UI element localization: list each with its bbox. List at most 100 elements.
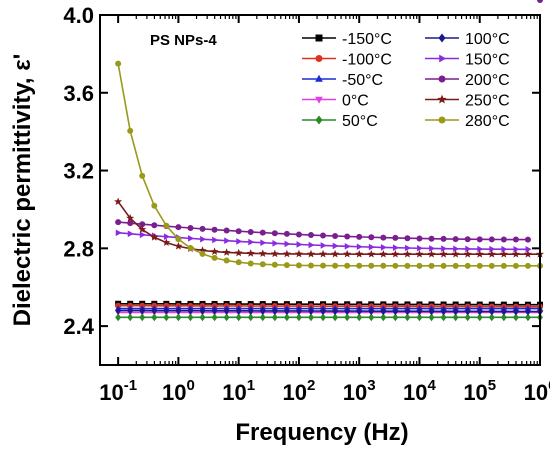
data-point bbox=[295, 231, 302, 238]
data-point bbox=[488, 307, 495, 316]
legend-label: 0°C bbox=[342, 93, 369, 110]
data-point bbox=[487, 249, 496, 258]
data-point bbox=[464, 313, 471, 322]
data-point bbox=[139, 172, 146, 179]
data-point bbox=[525, 245, 532, 253]
data-point bbox=[355, 249, 364, 258]
data-point bbox=[175, 236, 182, 243]
data-point bbox=[222, 248, 231, 256]
data-point bbox=[114, 197, 123, 206]
data-point bbox=[223, 227, 230, 234]
data-point bbox=[187, 313, 194, 322]
data-point bbox=[187, 245, 194, 252]
x-tick-label: 103 bbox=[343, 377, 376, 405]
data-point bbox=[127, 127, 134, 134]
data-point bbox=[440, 235, 447, 242]
data-point bbox=[223, 313, 230, 322]
legend-marker bbox=[438, 116, 446, 124]
legend-label: 50°C bbox=[342, 113, 378, 130]
data-point bbox=[188, 235, 195, 242]
data-point bbox=[391, 249, 400, 258]
data-point bbox=[500, 307, 507, 316]
data-point bbox=[211, 313, 218, 322]
data-point bbox=[356, 307, 363, 316]
data-point bbox=[332, 262, 339, 269]
series-layer bbox=[114, 0, 544, 322]
data-point bbox=[199, 313, 206, 322]
y-tick-label: 3.6 bbox=[63, 81, 94, 106]
data-point bbox=[476, 307, 483, 316]
data-point bbox=[476, 262, 483, 269]
series-280°C bbox=[115, 60, 543, 269]
legend-marker bbox=[315, 55, 323, 62]
data-point bbox=[283, 307, 290, 315]
data-point bbox=[440, 307, 447, 316]
data-point bbox=[151, 222, 158, 229]
data-point bbox=[356, 262, 363, 269]
data-point bbox=[282, 249, 291, 258]
data-point bbox=[379, 249, 388, 258]
legend-entry: -150°C bbox=[302, 31, 392, 48]
data-point bbox=[332, 242, 339, 250]
data-point bbox=[452, 307, 459, 316]
data-point bbox=[500, 313, 507, 322]
data-point bbox=[212, 236, 219, 244]
data-point bbox=[224, 237, 231, 245]
data-point bbox=[524, 307, 531, 316]
data-point bbox=[380, 313, 387, 322]
data-point bbox=[392, 307, 399, 316]
data-point bbox=[247, 260, 254, 267]
legend-marker bbox=[438, 75, 446, 83]
data-point bbox=[344, 262, 351, 269]
data-point bbox=[367, 249, 376, 258]
data-point bbox=[380, 262, 387, 269]
data-point bbox=[429, 245, 436, 252]
data-point bbox=[464, 307, 471, 316]
data-point bbox=[500, 262, 507, 269]
legend-marker bbox=[437, 94, 447, 104]
data-point bbox=[332, 233, 339, 240]
data-point bbox=[392, 262, 399, 269]
legend-entry: -100°C bbox=[302, 52, 392, 69]
data-point bbox=[272, 240, 279, 247]
data-point bbox=[524, 262, 531, 269]
data-point bbox=[127, 313, 134, 322]
data-point bbox=[392, 313, 399, 322]
data-point bbox=[260, 239, 267, 247]
data-point bbox=[356, 243, 363, 251]
data-point bbox=[524, 236, 531, 243]
data-point bbox=[175, 224, 182, 231]
series-line bbox=[118, 302, 541, 306]
data-point bbox=[476, 236, 483, 243]
data-point bbox=[523, 249, 532, 258]
y-tick-label: 3.2 bbox=[63, 159, 94, 184]
data-point bbox=[115, 60, 122, 67]
data-point bbox=[235, 228, 242, 235]
data-point bbox=[463, 249, 472, 258]
series-100°C bbox=[115, 306, 543, 316]
data-point bbox=[452, 262, 459, 269]
data-point bbox=[344, 313, 351, 322]
data-point bbox=[475, 249, 484, 258]
data-point bbox=[223, 257, 230, 264]
data-point bbox=[344, 233, 351, 240]
legend: -150°C -100°C -50°C 0°C 50°C 100°C 150°C 200°C 2… bbox=[302, 31, 510, 130]
legend-marker bbox=[438, 33, 446, 43]
data-point bbox=[319, 249, 328, 258]
data-point bbox=[306, 249, 315, 258]
data-point bbox=[198, 246, 207, 254]
data-point bbox=[283, 230, 290, 237]
data-point bbox=[247, 228, 254, 235]
data-point bbox=[187, 225, 194, 232]
data-point bbox=[259, 306, 266, 315]
data-point bbox=[271, 261, 278, 268]
data-point bbox=[452, 313, 459, 322]
data-point bbox=[512, 236, 519, 243]
data-point bbox=[368, 307, 375, 316]
data-point bbox=[501, 245, 508, 253]
legend-label: -100°C bbox=[342, 52, 392, 69]
legend-label: 280°C bbox=[465, 113, 510, 130]
x-tick-label: 105 bbox=[463, 377, 496, 405]
data-point bbox=[332, 307, 339, 315]
